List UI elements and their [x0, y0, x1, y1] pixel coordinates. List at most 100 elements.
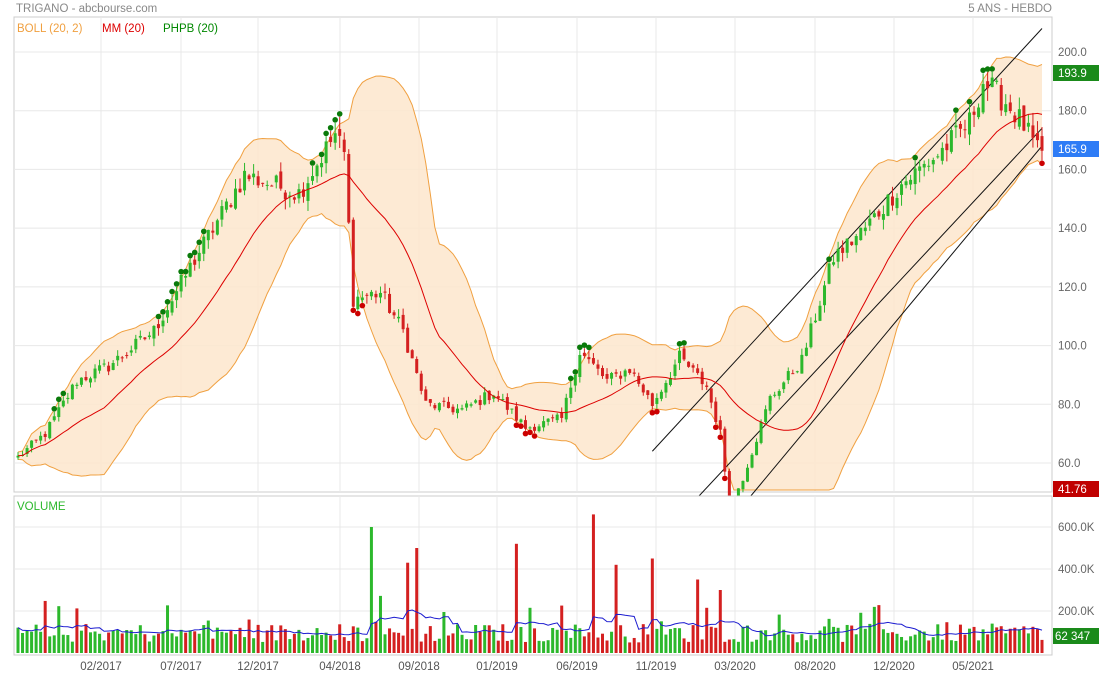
volume-bar: [288, 639, 292, 653]
candle-body: [415, 358, 419, 373]
phpb-high-marker: [581, 342, 588, 348]
candle-body: [623, 370, 627, 377]
volume-bar: [546, 640, 550, 653]
volume-bar: [265, 630, 269, 653]
price-tick-label: 80.0: [1058, 399, 1080, 411]
volume-bar: [750, 641, 754, 653]
candle-body: [315, 165, 319, 177]
volume-bar: [75, 608, 79, 653]
x-tick-label: 01/2019: [476, 661, 518, 673]
candle-body: [233, 188, 237, 209]
volume-bar: [709, 626, 713, 653]
phpb-low-marker: [518, 423, 524, 429]
candle-body: [610, 372, 614, 379]
candle-body: [134, 338, 138, 350]
phpb-high-marker: [182, 268, 189, 275]
volume-bar: [88, 632, 92, 653]
x-tick-label: 11/2019: [636, 661, 677, 673]
candle-body: [261, 182, 265, 184]
volume-bar: [555, 629, 559, 653]
volume-bar: [795, 642, 799, 653]
volume-bar: [274, 640, 278, 653]
candle-body: [401, 314, 405, 330]
volume-bar: [782, 629, 786, 653]
low-badge: 41.76: [1053, 481, 1099, 497]
candle-body: [465, 403, 469, 408]
volume-bar: [1013, 627, 1017, 653]
moving-average: [17, 112, 1043, 457]
volume-bar: [505, 640, 509, 653]
candle-body: [895, 197, 899, 209]
price-tick-label: 160.0: [1058, 164, 1087, 176]
phpb-high-marker: [60, 390, 67, 397]
volume-bar: [166, 605, 170, 653]
volume-bar: [98, 633, 102, 653]
volume-bar: [918, 630, 922, 653]
volume-bar: [691, 625, 695, 653]
volume-bar: [120, 633, 124, 653]
candle-body: [211, 230, 215, 233]
candle-body: [641, 384, 645, 393]
candle-body: [34, 439, 38, 441]
candle-body: [537, 426, 541, 432]
candle-body: [977, 107, 981, 118]
volume-grid: [14, 496, 1052, 655]
volume-bar: [1035, 629, 1039, 653]
x-tick-label: 09/2018: [398, 661, 440, 673]
volume-bar: [270, 625, 274, 653]
candle-body: [419, 373, 423, 391]
candle-body: [474, 400, 478, 403]
volume-bar: [360, 641, 364, 653]
price-tick-label: 60.0: [1058, 458, 1080, 470]
candle-body: [52, 416, 56, 421]
candle-body: [823, 285, 827, 306]
volume-bar: [415, 548, 419, 653]
candle-body: [451, 406, 455, 413]
candle-body: [388, 293, 392, 313]
candle-body: [88, 378, 92, 383]
candle-body: [519, 419, 523, 423]
phpb-high-marker: [572, 369, 579, 375]
volume-bar: [958, 624, 962, 653]
legend-boll: BOLL (20, 2): [17, 23, 83, 35]
candle-body: [827, 263, 831, 284]
volume-bar: [388, 628, 392, 653]
volume-tick-label: 600.0K: [1058, 522, 1095, 534]
x-tick-label: 02/2017: [80, 661, 122, 673]
x-tick-label: 12/2020: [873, 661, 915, 673]
price-tick-label: 120.0: [1058, 282, 1087, 294]
candle-body: [456, 408, 460, 414]
period-label: 5 ANS - HEBDO: [968, 3, 1052, 15]
phpb-high-marker: [980, 67, 986, 74]
candle-body: [628, 369, 632, 373]
candle-body: [39, 435, 43, 441]
candle-body: [1040, 136, 1044, 151]
price-tick-label: 100.0: [1058, 341, 1087, 353]
volume-bar: [365, 638, 369, 653]
candle-body: [179, 274, 183, 292]
candle-body: [664, 382, 668, 393]
candle-body: [909, 179, 913, 185]
candle-body: [986, 81, 990, 89]
volume-bar: [333, 639, 337, 653]
volume-bar: [827, 618, 831, 653]
candle-body: [936, 156, 940, 158]
volume-bar: [301, 640, 305, 653]
candle-body: [995, 80, 999, 82]
phpb-high-marker: [173, 281, 180, 287]
candle-body: [546, 418, 550, 422]
candle-body: [523, 420, 527, 429]
volume-bar: [696, 579, 700, 653]
candle-body: [170, 301, 174, 313]
candle-body: [107, 365, 111, 372]
candle-body: [301, 189, 305, 197]
candle-body: [569, 387, 573, 398]
candle-body: [900, 184, 904, 195]
candle-body: [890, 196, 894, 206]
volume-bar: [102, 640, 106, 653]
volume-bar: [931, 637, 935, 653]
price-tick-label: 180.0: [1058, 106, 1087, 118]
volume-bar: [727, 639, 731, 653]
phpb-high-marker: [309, 160, 316, 166]
volume-bar: [406, 562, 410, 653]
